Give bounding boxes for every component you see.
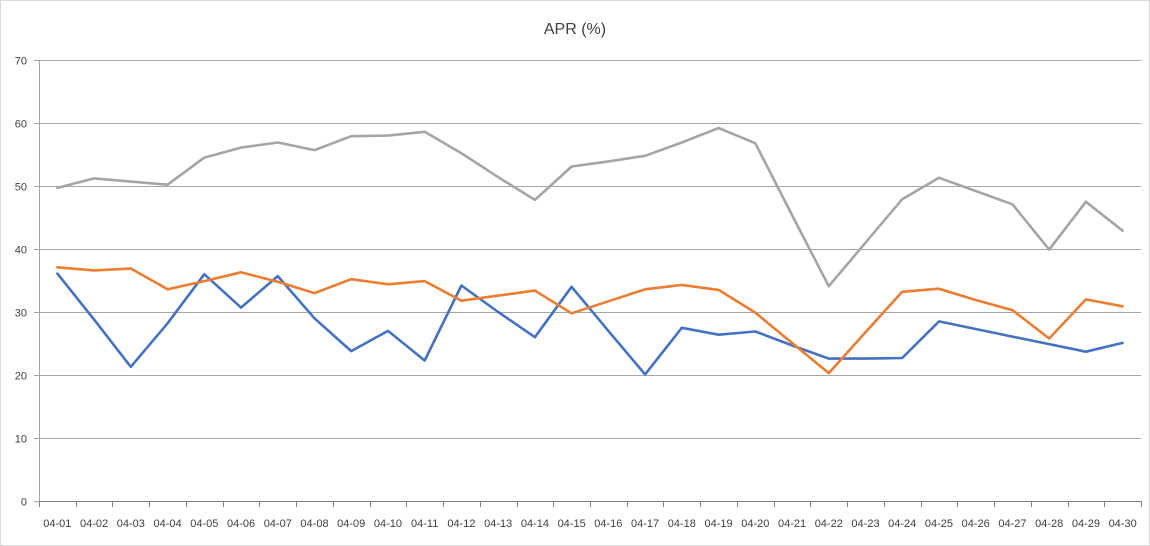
x-tick-label: 04-06 (227, 518, 255, 530)
x-tick-label: 04-28 (1035, 518, 1063, 530)
x-tick-label: 04-12 (447, 518, 475, 530)
series-line-1 (56, 272, 1124, 376)
x-tick-label: 04-22 (815, 518, 843, 530)
x-tick-label: 04-26 (962, 518, 990, 530)
x-tick-label: 04-04 (153, 518, 181, 530)
x-tick-label: 04-23 (851, 518, 879, 530)
x-tick-label: 04-03 (117, 518, 145, 530)
x-tick-label: 04-02 (80, 518, 108, 530)
y-tick-label: 20 (15, 371, 27, 383)
x-tick-label: 04-20 (741, 518, 769, 530)
x-tick-label: 04-08 (300, 518, 328, 530)
chart-title: APR (%) (543, 21, 607, 38)
x-tick-label: 04-24 (888, 518, 916, 530)
tick-labels: 0 10 20 30 40 50 60 70 04-01 04-02 04-03 04-04 04-05… (15, 56, 1137, 531)
y-tick-label: 10 (15, 434, 27, 446)
y-tick-label: 30 (15, 308, 27, 320)
x-tick-label: 04-27 (998, 518, 1026, 530)
x-tick-label: 04-09 (337, 518, 365, 530)
y-tick-label: 0 (21, 497, 27, 509)
x-tick-label: 04-05 (190, 518, 218, 530)
y-tick-label: 40 (15, 245, 27, 257)
x-tick-label: 04-16 (594, 518, 622, 530)
y-tick-label: 50 (15, 182, 27, 194)
x-tick-label: 04-01 (43, 518, 71, 530)
x-tick-label: 04-13 (484, 518, 512, 530)
x-tick-label: 04-19 (704, 518, 732, 530)
x-tick-label: 04-30 (1109, 518, 1137, 530)
x-tick-label: 04-17 (631, 518, 659, 530)
x-tick-label: 04-15 (558, 518, 586, 530)
gridlines (39, 60, 1141, 439)
axes (34, 60, 1142, 507)
series-lines (56, 126, 1124, 376)
series-line-2 (56, 265, 1124, 375)
y-tick-label: 70 (15, 56, 27, 68)
series-line-3 (56, 126, 1124, 288)
x-tick-label: 04-18 (668, 518, 696, 530)
x-tick-label: 04-21 (778, 518, 806, 530)
x-tick-label: 04-25 (925, 518, 953, 530)
x-tick-label: 04-29 (1072, 518, 1100, 530)
y-tick-label: 60 (15, 119, 27, 131)
x-tick-label: 04-07 (264, 518, 292, 530)
x-tick-label: 04-11 (411, 518, 438, 530)
x-tick-label: 04-14 (521, 518, 549, 530)
x-tick-label: 04-10 (374, 518, 402, 530)
